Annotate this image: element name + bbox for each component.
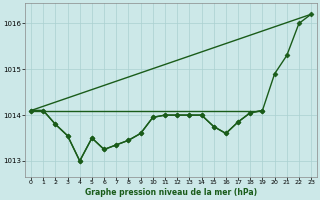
X-axis label: Graphe pression niveau de la mer (hPa): Graphe pression niveau de la mer (hPa): [85, 188, 257, 197]
